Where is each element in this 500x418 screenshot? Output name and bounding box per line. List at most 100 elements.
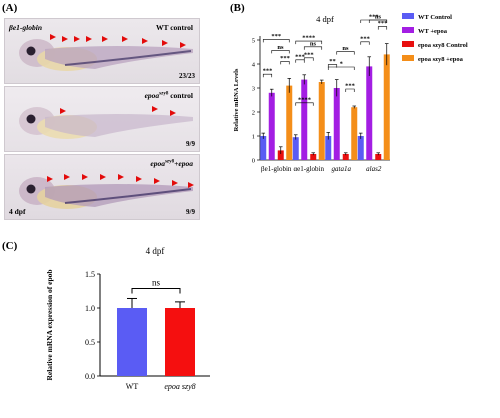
larva-illustration: [19, 34, 193, 71]
y-tick-label: 2: [252, 110, 255, 117]
photo-count: 9/9: [186, 208, 195, 216]
significance-label: ***: [280, 55, 290, 62]
significance-bracket: [295, 102, 314, 106]
significance-label: ***: [345, 83, 355, 90]
x-tick-label: WT: [126, 382, 139, 391]
red-arrowhead: [154, 178, 160, 184]
bar: [260, 136, 267, 160]
bar: [165, 308, 195, 376]
photo-wt-control: βe1-globin WT control 23/23: [4, 18, 200, 84]
y-tick-label: 0: [252, 158, 255, 165]
photo-stage-label: 4 dpf: [9, 207, 26, 216]
bar: [351, 107, 358, 160]
significance-label: ****: [298, 96, 311, 103]
red-arrowhead: [86, 36, 92, 42]
significance-bracket: [360, 19, 388, 23]
significance-bracket: [377, 26, 388, 30]
significance-bracket: [345, 88, 355, 92]
significance-label: *: [340, 61, 343, 68]
significance-label: ***: [360, 35, 370, 42]
x-tick-label: βe1-globin: [261, 165, 292, 173]
bar: [383, 54, 390, 160]
red-arrowhead: [122, 36, 128, 42]
significance-label: ns: [152, 277, 161, 287]
legend-label: epoa szy8 +epoa: [418, 56, 464, 63]
significance-label: ***: [263, 68, 273, 75]
red-arrowhead: [60, 108, 66, 114]
y-tick-label: 4: [252, 62, 256, 69]
legend-swatch: [402, 27, 414, 33]
significance-bracket: [360, 41, 370, 45]
red-arrowhead: [50, 34, 56, 40]
photo-count: 9/9: [186, 140, 195, 148]
photo-left-tag: βe1-globin: [9, 23, 43, 32]
significance-bracket: [327, 66, 355, 70]
bar: [286, 85, 293, 160]
x-tick-label: gata1a: [332, 165, 352, 173]
x-tick-label: αe1-globin: [294, 165, 325, 173]
legend-label: epoa szy8 Control: [418, 42, 468, 49]
y-tick-label: 0.0: [85, 372, 95, 381]
panel-b-label: (B): [230, 2, 245, 14]
y-tick-label: 5: [252, 38, 255, 45]
panel-c-chart: 4 dpf Relative mRNA expression of epob 0.0…: [45, 246, 210, 391]
significance-label: ns: [277, 44, 284, 51]
red-arrowhead: [118, 174, 124, 180]
significance-bracket: [303, 57, 314, 61]
significance-label: ***: [295, 53, 305, 60]
significance-label: ns: [375, 14, 382, 21]
bar: [325, 136, 332, 160]
x-tick-label: epoa szy8: [164, 382, 195, 391]
red-arrowhead: [136, 176, 142, 182]
significance-bracket: [327, 64, 338, 68]
significance-bracket: [262, 39, 290, 43]
red-arrowhead: [64, 174, 70, 180]
red-arrowhead: [102, 36, 108, 42]
significance-label: ***: [369, 14, 379, 21]
red-arrowhead: [162, 40, 168, 46]
legend-swatch: [402, 55, 414, 61]
significance-bracket: [131, 287, 181, 294]
legend-swatch: [402, 13, 414, 19]
bar: [342, 154, 349, 160]
red-arrowhead: [172, 180, 178, 186]
significance-label: ***: [378, 20, 388, 27]
bar: [366, 66, 373, 160]
significance-label: **: [329, 58, 336, 65]
photo-mutant-control: epoaszy8 control 9/9: [4, 86, 200, 152]
y-axis-label: Relative mRNA expression of epob: [45, 269, 54, 380]
bar: [117, 308, 147, 376]
bar: [292, 137, 299, 160]
y-tick-label: 3: [252, 86, 255, 93]
bar: [268, 92, 275, 160]
bar: [277, 150, 284, 160]
panel-b-chart: 4 dpf Relative mRNA Levels 0 1 2 3 4 5 βe1-globi…: [233, 13, 468, 173]
legend-label: WT Control: [418, 14, 452, 21]
chart-title: 4 dpf: [146, 246, 165, 256]
photo-condition-label: epoaszy8 control: [144, 91, 193, 100]
bar: [357, 136, 364, 160]
red-arrowhead: [152, 106, 158, 112]
significance-bracket: [336, 51, 355, 55]
significance-label: ****: [302, 35, 315, 42]
red-arrowhead: [100, 174, 106, 180]
red-arrowhead: [142, 38, 148, 44]
red-arrowhead: [62, 36, 68, 42]
red-arrowhead: [188, 182, 194, 188]
bar: [301, 79, 308, 160]
significance-bracket: [303, 46, 323, 50]
legend-label: WT +epoa: [418, 28, 448, 35]
larva-illustration: [19, 106, 193, 139]
red-arrowhead: [170, 110, 176, 116]
photo-condition-label: epoaszy8+epoa: [150, 159, 193, 168]
significance-label: ns: [310, 40, 317, 47]
significance-bracket: [262, 73, 273, 78]
legend-swatch: [402, 41, 414, 47]
y-tick-label: 0.5: [85, 338, 95, 347]
y-axis-label: Relative mRNA Levels: [233, 68, 240, 131]
significance-label: ***: [304, 51, 314, 58]
significance-bracket: [280, 61, 290, 65]
red-arrowhead: [47, 176, 53, 182]
photo-condition-label: WT control: [155, 23, 193, 32]
significance-bracket: [271, 50, 290, 54]
